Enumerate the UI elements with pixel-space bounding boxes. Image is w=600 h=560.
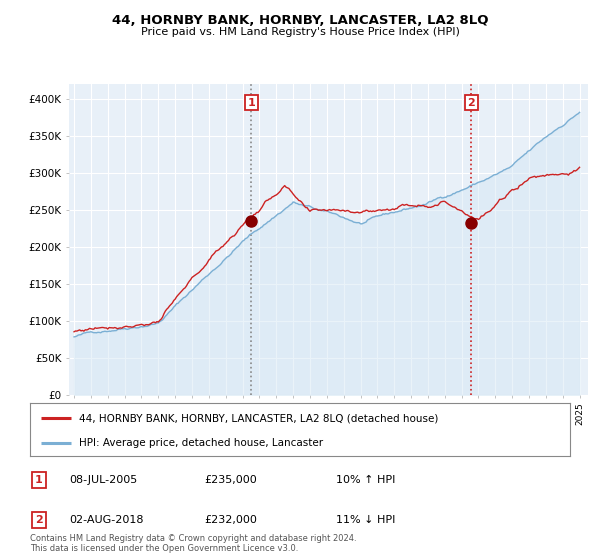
Text: 02-AUG-2018: 02-AUG-2018 xyxy=(69,515,143,525)
Text: 44, HORNBY BANK, HORNBY, LANCASTER, LA2 8LQ: 44, HORNBY BANK, HORNBY, LANCASTER, LA2 … xyxy=(112,14,488,27)
Text: 1: 1 xyxy=(35,475,43,485)
Text: £232,000: £232,000 xyxy=(204,515,257,525)
Text: £235,000: £235,000 xyxy=(204,475,257,485)
Text: 2: 2 xyxy=(467,97,475,108)
Text: Contains HM Land Registry data © Crown copyright and database right 2024.
This d: Contains HM Land Registry data © Crown c… xyxy=(30,534,356,553)
Text: Price paid vs. HM Land Registry's House Price Index (HPI): Price paid vs. HM Land Registry's House … xyxy=(140,27,460,37)
Text: 11% ↓ HPI: 11% ↓ HPI xyxy=(336,515,395,525)
Text: 10% ↑ HPI: 10% ↑ HPI xyxy=(336,475,395,485)
Text: 2: 2 xyxy=(35,515,43,525)
Text: 1: 1 xyxy=(247,97,255,108)
Text: HPI: Average price, detached house, Lancaster: HPI: Average price, detached house, Lanc… xyxy=(79,438,323,448)
Text: 44, HORNBY BANK, HORNBY, LANCASTER, LA2 8LQ (detached house): 44, HORNBY BANK, HORNBY, LANCASTER, LA2 … xyxy=(79,413,438,423)
Text: 08-JUL-2005: 08-JUL-2005 xyxy=(69,475,137,485)
